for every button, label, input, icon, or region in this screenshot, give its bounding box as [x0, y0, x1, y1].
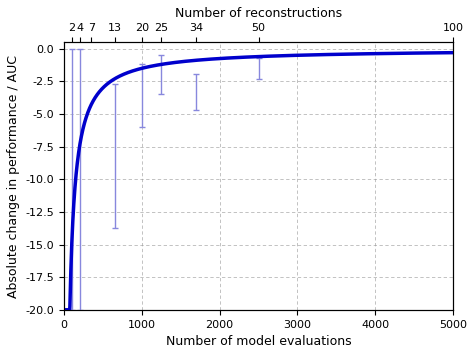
X-axis label: Number of model evaluations: Number of model evaluations: [166, 335, 351, 348]
X-axis label: Number of reconstructions: Number of reconstructions: [175, 7, 342, 20]
Y-axis label: Absolute change in performance / AUC: Absolute change in performance / AUC: [7, 55, 20, 297]
